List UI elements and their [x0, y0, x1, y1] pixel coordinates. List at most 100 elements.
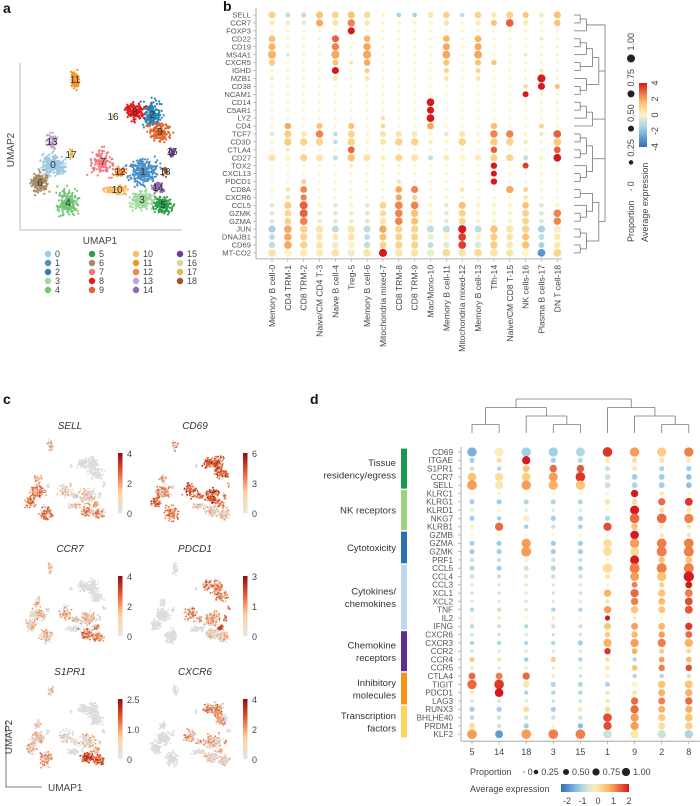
feature-point: [44, 516, 47, 519]
dot-FOXP3-c15: [508, 29, 512, 33]
dot-MS4A1-c17: [539, 52, 544, 57]
dot-FOXP3-c10: [429, 29, 432, 33]
umap-point: [138, 114, 141, 117]
dot-CD27-c5: [347, 154, 355, 162]
dot-MZB1-c13: [475, 76, 481, 81]
dot-CD19-c12: [460, 45, 464, 49]
dot-CCL5-c16: [522, 201, 529, 209]
dot-FOXP3-c14: [492, 29, 496, 33]
dot-TCF7-c7: [379, 130, 386, 137]
dot-JUN-c1: [283, 225, 292, 233]
feature-point: [79, 462, 81, 465]
feature-point: [201, 497, 204, 499]
umap-point: [93, 157, 96, 160]
feature-point: [86, 508, 89, 511]
umap-point: [152, 207, 155, 210]
dot-CD22-c3: [318, 37, 322, 41]
feature-point: [175, 445, 178, 448]
dot-MT-CO2-c14: [490, 249, 498, 257]
feature-point: [90, 506, 93, 509]
dot-DNAJB1-c14: [490, 233, 498, 241]
umap-point: [76, 68, 79, 71]
dot-PDCD1-c8: [396, 179, 402, 184]
umap-point: [137, 169, 140, 172]
feature-point: [66, 495, 69, 498]
dot-CCR7-c8: [396, 20, 401, 25]
dot-GZMA-c9: [411, 217, 419, 225]
dot-MT-CO2-c0: [268, 249, 276, 257]
dot-CXCL13-c9: [413, 172, 417, 176]
dot-PDCD1-c14: [490, 178, 498, 185]
feature-point: [157, 488, 159, 491]
legend-swatch: [176, 250, 184, 258]
umap-point: [31, 179, 34, 182]
umap-point: [153, 198, 156, 201]
dot-CD19-c18: [555, 45, 559, 49]
umap-point: [73, 209, 76, 212]
feature-point: [45, 494, 48, 497]
umap-point: [132, 173, 136, 176]
dot-LYZ-c14: [492, 116, 496, 120]
dot-TCF7-c14: [490, 130, 498, 138]
feature-point: [88, 512, 91, 515]
dot-SELL-c2: [301, 12, 307, 18]
dot-DNAJB1-c9: [411, 233, 419, 241]
row-dendrogram: [574, 14, 606, 254]
dot-MT-CO2-c12: [458, 249, 466, 257]
umap-point: [149, 166, 152, 169]
umap-point: [70, 210, 73, 213]
dot-CXCL13-c6: [365, 172, 369, 176]
feature-point: [97, 496, 100, 499]
dot-DNAJB1-c2: [300, 233, 308, 241]
feature-point: [169, 511, 172, 514]
dot-MS4A1-c15: [508, 52, 512, 57]
legend-label: 9: [99, 285, 104, 295]
umap-point: [158, 195, 161, 198]
feature-point: [73, 496, 76, 499]
umap-point: [140, 113, 143, 117]
dot-CCL5-c8: [394, 201, 403, 210]
dot-CD14-c5: [349, 100, 353, 104]
dot-DNAJB1-c8: [395, 233, 403, 241]
dot-CD3D-c8: [395, 138, 403, 146]
umap-point: [142, 184, 145, 187]
umap-point: [38, 169, 41, 172]
feature-point: [84, 502, 86, 505]
dot-CXCR6-c10: [428, 195, 433, 199]
dot-CTLA4-c13: [476, 148, 480, 152]
dot-C5AR1-c17: [539, 108, 543, 112]
dot-TOX2-c7: [381, 164, 385, 168]
feature-point: [95, 513, 98, 516]
feature-point: [96, 468, 99, 470]
dot-CD22-c14: [492, 37, 496, 41]
cluster-label-4: 4: [65, 198, 71, 209]
feature-point: [203, 505, 206, 508]
dot-LYZ-c8: [397, 116, 401, 120]
feature-point: [92, 512, 95, 515]
dot-TOX2-c18: [555, 164, 559, 168]
dot-JUN-c17: [537, 225, 545, 233]
dot-CTLA4-c18: [553, 146, 561, 154]
feature-point: [82, 487, 85, 490]
umap-point: [132, 167, 135, 170]
dot-CD22-c5: [349, 37, 353, 41]
feature-point: [161, 495, 164, 498]
dot-TCF7-c2: [300, 130, 307, 137]
feature-point: [88, 467, 91, 469]
colorbar-tick: 0: [127, 509, 132, 519]
dot-CD38-c3: [318, 84, 322, 88]
dot-CD8A-c3: [317, 187, 322, 192]
feature-point: [94, 471, 97, 473]
feature-point: [74, 507, 77, 510]
umap-point: [125, 193, 128, 196]
cluster-label-0: 0: [50, 160, 56, 171]
feature-point: [158, 496, 161, 498]
dot-TOX2-c1: [286, 164, 290, 168]
umap-point: [156, 113, 159, 117]
feature-point: [94, 473, 97, 476]
umap-point: [55, 155, 58, 158]
umap-point: [155, 165, 158, 168]
umap-point: [158, 102, 161, 105]
feature-point: [185, 490, 188, 493]
